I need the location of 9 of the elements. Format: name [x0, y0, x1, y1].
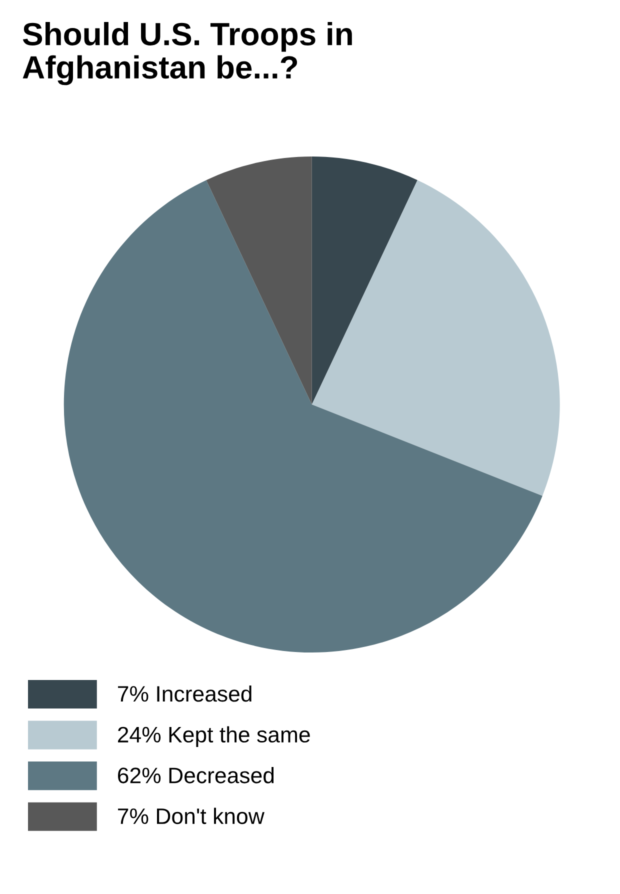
pie-slice [64, 180, 542, 652]
pie-slice [312, 156, 418, 405]
legend-label: 7% Increased [118, 685, 252, 702]
chart-title: Should U.S. Troops in Afghanistan be...? [22, 22, 352, 86]
pie-slice [206, 156, 312, 405]
legend-label: 62% Decreased [118, 767, 274, 784]
pie-slice [312, 180, 560, 496]
legend-label: 7% Don't know [118, 808, 264, 824]
legend-label: 24% Kept the same [118, 726, 310, 747]
